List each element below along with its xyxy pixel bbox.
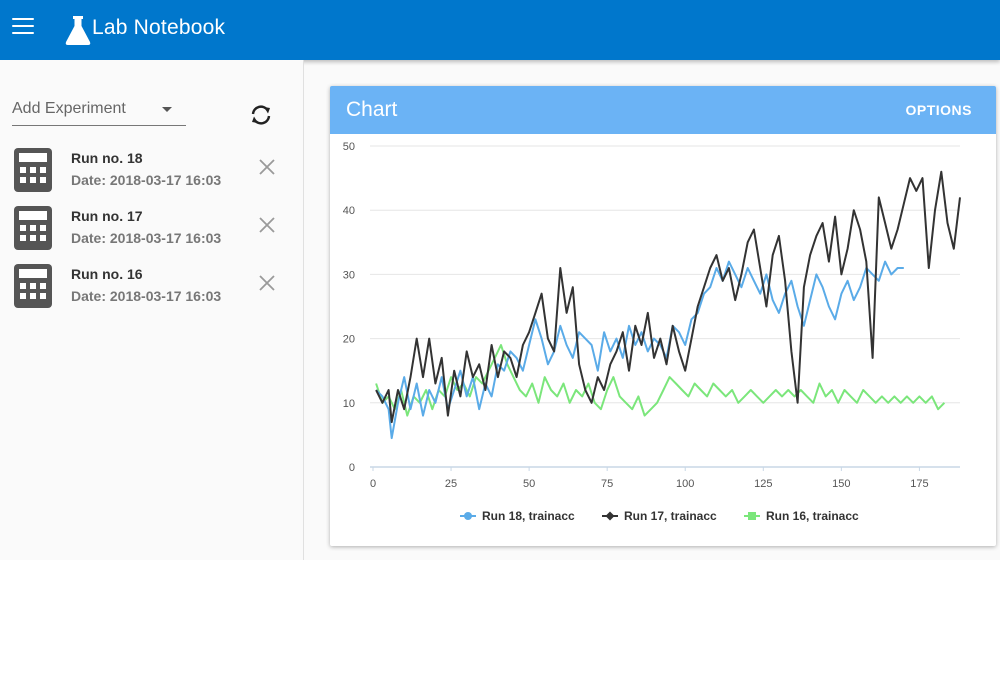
x-tick-label: 0 xyxy=(370,478,376,490)
series-line xyxy=(375,260,904,440)
legend-marker xyxy=(748,512,756,520)
x-tick-label: 150 xyxy=(832,478,850,490)
line-chart: 0 10 20 30 40 50 0 25 50 75 100 125 150 175 Run 18, t… xyxy=(343,141,961,523)
experiment-sidebar: Add Experiment Run no. 18 Date: 2018-03-… xyxy=(0,60,304,560)
series-line xyxy=(375,170,961,424)
experiment-item[interactable]: Run no. 16 Date: 2018-03-17 16:03 xyxy=(0,258,304,314)
x-tick-label: 125 xyxy=(754,478,772,490)
experiment-date: Date: 2018-03-17 16:03 xyxy=(71,230,222,246)
legend-item[interactable]: Run 18, trainacc xyxy=(460,509,575,523)
legend-item[interactable]: Run 16, trainacc xyxy=(744,509,859,523)
y-tick-label: 30 xyxy=(343,269,355,281)
x-tick-label: 50 xyxy=(523,478,535,490)
x-tick-label: 25 xyxy=(445,478,457,490)
experiment-item[interactable]: Run no. 17 Date: 2018-03-17 16:03 xyxy=(0,200,304,256)
chart-card-title: Chart xyxy=(346,98,398,121)
y-tick-label: 10 xyxy=(343,398,355,410)
experiment-date: Date: 2018-03-17 16:03 xyxy=(71,172,222,188)
x-tick-label: 175 xyxy=(910,478,928,490)
chart-card: Chart OPTIONS 0 10 20 30 40 50 0 25 50 75 100 125 15… xyxy=(330,86,996,546)
experiment-name: Run no. 16 xyxy=(71,266,143,282)
legend-item[interactable]: Run 17, trainacc xyxy=(602,509,717,523)
legend-marker xyxy=(464,512,472,520)
series-line xyxy=(375,344,946,417)
app-bar: Lab Notebook xyxy=(0,0,1000,60)
experiment-item[interactable]: Run no. 18 Date: 2018-03-17 16:03 xyxy=(0,142,304,198)
add-experiment-dropdown[interactable]: Add Experiment xyxy=(12,96,186,126)
legend-label: Run 17, trainacc xyxy=(624,509,717,523)
y-tick-label: 0 xyxy=(349,462,355,474)
y-tick-label: 20 xyxy=(343,334,355,346)
calculator-icon xyxy=(14,264,52,308)
legend-marker xyxy=(605,511,615,521)
refresh-icon[interactable] xyxy=(248,102,274,128)
chart-card-header: Chart OPTIONS xyxy=(330,86,996,134)
legend-label: Run 16, trainacc xyxy=(766,509,859,523)
chevron-down-icon xyxy=(162,107,172,112)
calculator-icon xyxy=(14,148,52,192)
calculator-icon xyxy=(14,206,52,250)
close-icon[interactable] xyxy=(258,158,276,176)
menu-icon[interactable] xyxy=(12,18,34,36)
y-tick-label: 40 xyxy=(343,205,355,217)
add-experiment-label: Add Experiment xyxy=(12,100,126,117)
experiment-date: Date: 2018-03-17 16:03 xyxy=(71,288,222,304)
close-icon[interactable] xyxy=(258,274,276,292)
options-button[interactable]: OPTIONS xyxy=(905,102,972,118)
legend-label: Run 18, trainacc xyxy=(482,509,575,523)
close-icon[interactable] xyxy=(258,216,276,234)
x-tick-label: 75 xyxy=(601,478,613,490)
flask-icon xyxy=(65,16,91,45)
x-tick-label: 100 xyxy=(676,478,694,490)
y-tick-label: 50 xyxy=(343,141,355,153)
experiment-name: Run no. 17 xyxy=(71,208,143,224)
app-title: Lab Notebook xyxy=(92,16,226,39)
experiment-name: Run no. 18 xyxy=(71,150,143,166)
